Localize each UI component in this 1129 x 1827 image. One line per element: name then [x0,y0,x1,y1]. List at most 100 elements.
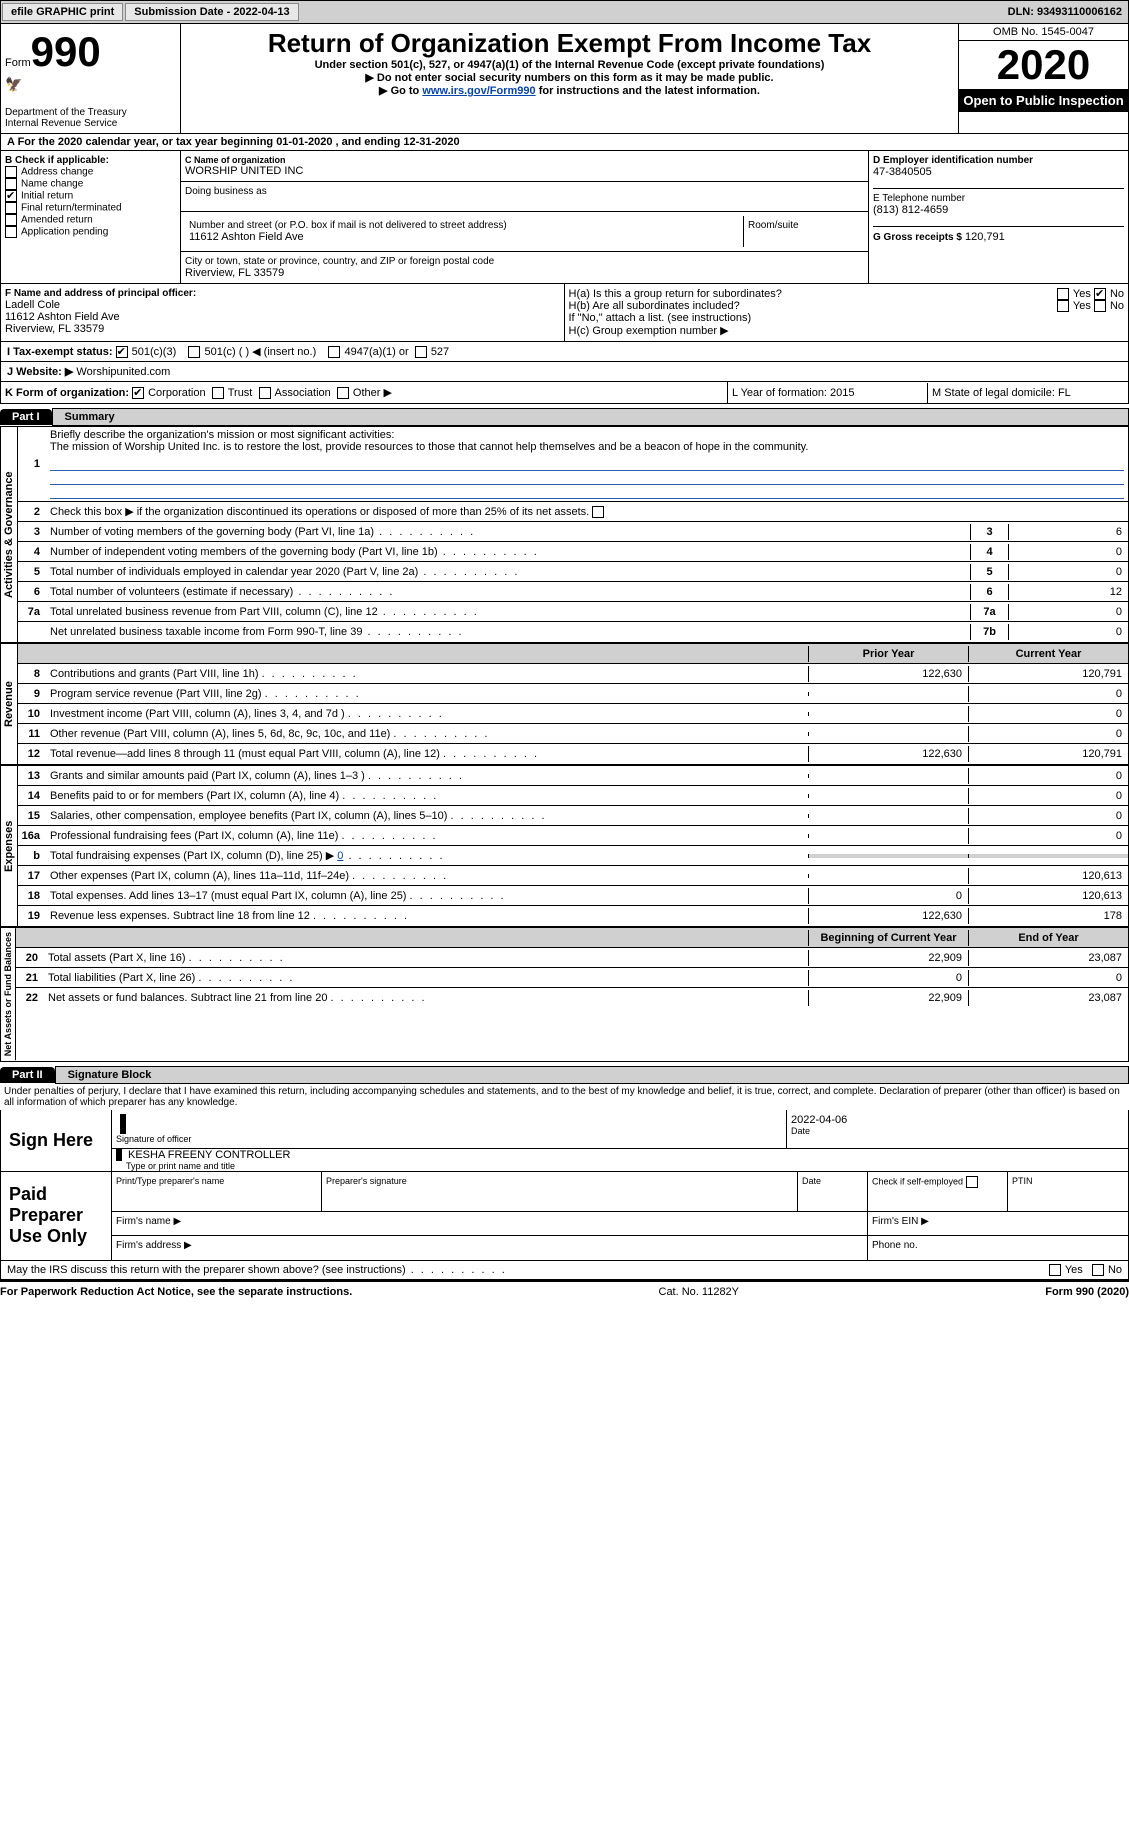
self-employed-check[interactable] [966,1176,978,1188]
b-check-3[interactable] [5,202,17,214]
ha-no-check[interactable] [1094,288,1106,300]
line-box-val: 0 [1008,564,1128,580]
side-label-rev: Revenue [1,644,18,764]
line-box-label: 5 [970,564,1008,580]
line-num: 12 [18,748,46,760]
part-2-title: Signature Block [55,1066,1129,1084]
section-b-block: B Check if applicable: Address changeNam… [0,151,1129,284]
hb-yes-check[interactable] [1057,300,1069,312]
ein-value: 47-3840505 [873,166,1124,178]
b-check-4[interactable] [5,214,17,226]
ha-yes-check[interactable] [1057,288,1069,300]
line-num: 4 [18,546,46,558]
firm-name-label: Firm's name ▶ [112,1212,868,1235]
hc-label: H(c) Group exemption number ▶ [569,324,1125,337]
open-inspection: Open to Public Inspection [959,89,1128,112]
line-desc: Number of voting members of the governin… [46,524,970,540]
curr-val [968,854,1128,858]
k-corp-check[interactable] [132,387,144,399]
form-990-label: Form990 [5,28,176,76]
b-check-0[interactable] [5,166,17,178]
line-num: 20 [16,952,44,964]
officer-name: Ladell Cole [5,299,560,311]
signature-block: Sign Here Signature of officer 2022-04-0… [0,1110,1129,1261]
form-word: Form [5,57,31,69]
discuss-no-check[interactable] [1092,1264,1104,1276]
form-header: Form990 🦅 Department of the Treasury Int… [0,24,1129,134]
discuss-no: No [1108,1264,1122,1276]
org-name: WORSHIP UNITED INC [185,165,864,177]
prior-val: 0 [808,970,968,986]
line-desc: Total liabilities (Part X, line 26) [44,970,808,986]
form-ref: Form 990 (2020) [1045,1286,1129,1298]
side-label-net: Net Assets or Fund Balances [1,928,16,1060]
gross-receipts: 120,791 [965,231,1005,243]
pp-check-label: Check if self-employed [868,1172,1008,1211]
i-501c-check[interactable] [188,346,200,358]
line-num: 18 [18,890,46,902]
curr-val: 0 [968,970,1128,986]
k-corp: Corporation [148,387,205,399]
submission-date-button[interactable]: Submission Date - 2022-04-13 [125,3,298,21]
line-box-label: 7a [970,604,1008,620]
b-label: B Check if applicable: [5,155,176,166]
k-label: K Form of organization: [5,387,129,399]
no-text: No [1110,288,1124,300]
hb-no-check[interactable] [1094,300,1106,312]
prior-val [808,794,968,798]
line-desc: Total number of individuals employed in … [46,564,970,580]
officer-addr2: Riverview, FL 33579 [5,323,560,335]
sig-arrow-1 [120,1114,782,1134]
prior-val [808,774,968,778]
i-527-check[interactable] [415,346,427,358]
line-num: 8 [18,668,46,680]
i-4947-check[interactable] [328,346,340,358]
line-box-label: 6 [970,584,1008,600]
line-num: 15 [18,810,46,822]
line-desc: Other expenses (Part IX, column (A), lin… [46,868,808,884]
curr-val: 0 [968,706,1128,722]
k-trust-check[interactable] [212,387,224,399]
discuss-yes: Yes [1065,1264,1083,1276]
line-box-val: 12 [1008,584,1128,600]
prior-val: 122,630 [808,908,968,924]
dln-label: DLN: 93493110006162 [1008,6,1128,18]
ha-label: H(a) Is this a group return for subordin… [569,288,782,300]
prior-val: 22,909 [808,990,968,1006]
b-item-2: Initial return [21,191,73,202]
k-other: Other ▶ [353,387,392,399]
curr-val: 23,087 [968,990,1128,1006]
city-label: City or town, state or province, country… [185,256,864,267]
irs-link[interactable]: www.irs.gov/Form990 [422,85,535,97]
pp-date-label: Date [798,1172,868,1211]
curr-val: 0 [968,726,1128,742]
firm-ein-label: Firm's EIN ▶ [868,1212,1128,1235]
discuss-yes-check[interactable] [1049,1264,1061,1276]
c-label: C Name of organization [185,155,864,165]
l2-check[interactable] [592,506,604,518]
i-501c3-check[interactable] [116,346,128,358]
pp-sig-label: Preparer's signature [322,1172,798,1211]
line-desc: Total number of volunteers (estimate if … [46,584,970,600]
subtitle-2: ▶ Do not enter social security numbers o… [185,71,954,84]
line-desc: Contributions and grants (Part VIII, lin… [46,666,808,682]
line-num: 3 [18,526,46,538]
k-other-check[interactable] [337,387,349,399]
no-text2: No [1110,300,1124,312]
sub3-post: for instructions and the latest informat… [536,85,760,97]
line-desc: Net unrelated business taxable income fr… [46,624,970,640]
b-check-5[interactable] [5,226,17,238]
subtitle-3: ▶ Go to www.irs.gov/Form990 for instruct… [185,84,954,97]
hb-label: H(b) Are all subordinates included? [569,300,740,312]
curr-val: 120,613 [968,868,1128,884]
k-assoc-check[interactable] [259,387,271,399]
efile-print-button[interactable]: efile GRAPHIC print [2,3,123,21]
prior-val [808,854,968,858]
b-check-1[interactable] [5,178,17,190]
tax-year: 2020 [959,41,1128,89]
omb-number: OMB No. 1545-0047 [959,24,1128,41]
line-box-val: 0 [1008,624,1128,640]
b-check-2[interactable] [5,190,17,202]
prior-val [808,692,968,696]
line-desc: Net assets or fund balances. Subtract li… [44,990,808,1006]
